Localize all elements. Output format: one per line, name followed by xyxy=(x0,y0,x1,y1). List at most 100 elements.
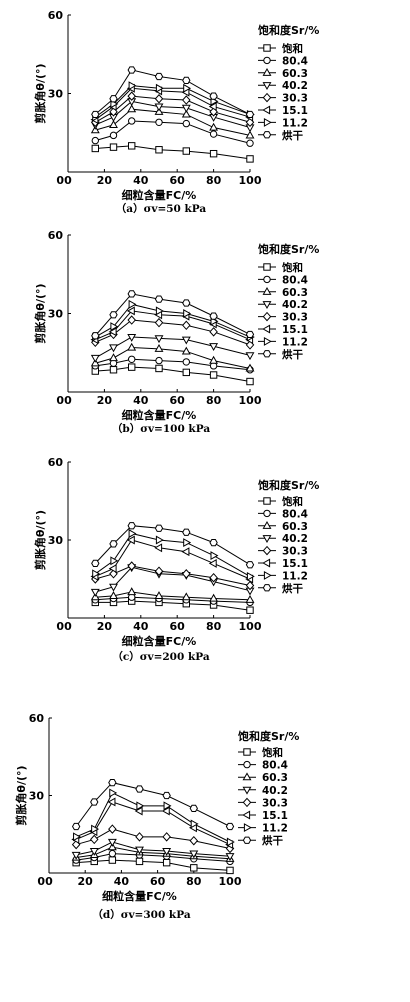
legend-label: 饱和 xyxy=(282,261,303,274)
legend-marker xyxy=(262,131,272,139)
data-point xyxy=(209,593,219,602)
data-point xyxy=(108,327,117,337)
data-point xyxy=(155,83,164,93)
legend-label: 饱和 xyxy=(282,42,303,55)
legend-label: 11.2 xyxy=(282,570,308,582)
legend-label: 15.1 xyxy=(282,324,308,336)
legend-marker xyxy=(262,301,272,310)
legend-title: 饱和度Sr/% xyxy=(258,478,319,492)
x-tick-label: 0 xyxy=(64,620,72,633)
data-point xyxy=(91,136,100,145)
panel-caption: （a）σv=50 kPa xyxy=(116,202,207,215)
x-axis-label: 细粒含量FC/% xyxy=(122,634,197,648)
data-point xyxy=(128,142,136,150)
data-point xyxy=(127,522,136,530)
data-point xyxy=(226,837,235,847)
legend-label: 60.3 xyxy=(282,521,308,533)
data-point xyxy=(162,858,171,867)
data-point xyxy=(91,559,100,568)
legend-marker xyxy=(242,810,251,820)
data-point xyxy=(246,139,254,147)
chart-panel-3: 0 20 40 60 80 10003060细粒含量FC/%剪胀角θ/(°)饱和度Sr/%… xyxy=(33,456,319,663)
x-tick-label: 80 xyxy=(206,620,222,633)
y-tick-label: 0 xyxy=(56,394,64,407)
legend-label: 30.3 xyxy=(282,312,308,324)
y-axis-label: 剪胀角θ/(°) xyxy=(14,765,28,825)
data-point xyxy=(109,131,118,140)
legend-marker xyxy=(262,520,272,529)
data-point xyxy=(209,371,218,379)
data-point xyxy=(128,529,137,538)
data-point xyxy=(246,155,254,163)
legend-label: 饱和 xyxy=(282,495,303,508)
data-point xyxy=(182,147,191,155)
legend-marker xyxy=(263,336,272,346)
data-point xyxy=(154,72,164,81)
data-point xyxy=(182,95,191,105)
data-point xyxy=(90,588,100,597)
legend-label: 30.3 xyxy=(282,546,308,558)
series-line xyxy=(95,566,251,593)
legend-label: 40.2 xyxy=(282,80,308,92)
legend-marker xyxy=(262,67,272,76)
x-tick-label: 20 xyxy=(97,394,113,407)
x-tick-label: 20 xyxy=(97,620,113,633)
y-axis-label: 剪胀角θ/(°) xyxy=(33,510,47,570)
data-point xyxy=(109,344,118,353)
legend-label: 40.2 xyxy=(262,785,288,797)
data-point xyxy=(109,311,118,319)
series-line xyxy=(95,319,251,346)
y-tick-label: 0 xyxy=(56,174,64,187)
data-point xyxy=(71,822,81,831)
data-point xyxy=(155,364,163,373)
data-point xyxy=(245,352,255,361)
data-point xyxy=(109,540,118,548)
data-point xyxy=(245,363,255,372)
chart-panel-2: 0 20 40 60 80 10003060细粒含量FC/%剪胀角θ/(°)饱和度Sr/%… xyxy=(33,229,319,435)
series-1 xyxy=(91,363,254,386)
legend-marker xyxy=(242,797,252,808)
x-tick-label: 40 xyxy=(114,875,130,888)
legend-label: 60.3 xyxy=(262,772,288,784)
data-point xyxy=(246,377,254,386)
data-point xyxy=(109,366,118,374)
data-point xyxy=(181,346,191,355)
data-point xyxy=(182,569,191,579)
legend-label: 80.4 xyxy=(282,274,308,286)
data-point xyxy=(136,801,145,811)
series-7 xyxy=(92,529,255,581)
data-point xyxy=(109,788,118,798)
series-3 xyxy=(90,104,255,139)
data-point xyxy=(107,797,116,807)
x-tick-label: 60 xyxy=(170,620,186,633)
data-point xyxy=(154,295,164,303)
data-point xyxy=(182,119,191,128)
x-tick-label: 0 xyxy=(45,875,53,888)
data-point xyxy=(135,832,144,842)
x-tick-label: 80 xyxy=(206,394,222,407)
legend-label: 烘干 xyxy=(282,129,303,142)
data-point xyxy=(182,358,191,366)
panel-caption: （d）σv=300 kPa xyxy=(92,908,190,921)
legend-label: 11.2 xyxy=(262,823,288,835)
chart-panel-4: 0 20 40 60 80 10003060细粒含量FC/%剪胀角θ/(°)饱和度Sr/%… xyxy=(14,712,299,921)
data-point xyxy=(108,849,117,858)
legend-label: 30.3 xyxy=(282,93,308,105)
legend-marker xyxy=(262,350,272,358)
data-point xyxy=(246,606,254,614)
data-point xyxy=(189,835,199,846)
data-point xyxy=(181,547,190,557)
data-point xyxy=(245,110,255,119)
legend-title: 饱和度Sr/% xyxy=(238,729,299,743)
legend-label: 11.2 xyxy=(282,117,308,129)
data-point xyxy=(71,851,81,860)
data-point xyxy=(155,306,164,316)
data-point xyxy=(209,572,218,583)
data-point xyxy=(209,327,218,337)
x-tick-label: 40 xyxy=(133,174,149,187)
data-point xyxy=(108,824,117,834)
legend-marker xyxy=(243,748,251,756)
data-point xyxy=(107,838,117,847)
